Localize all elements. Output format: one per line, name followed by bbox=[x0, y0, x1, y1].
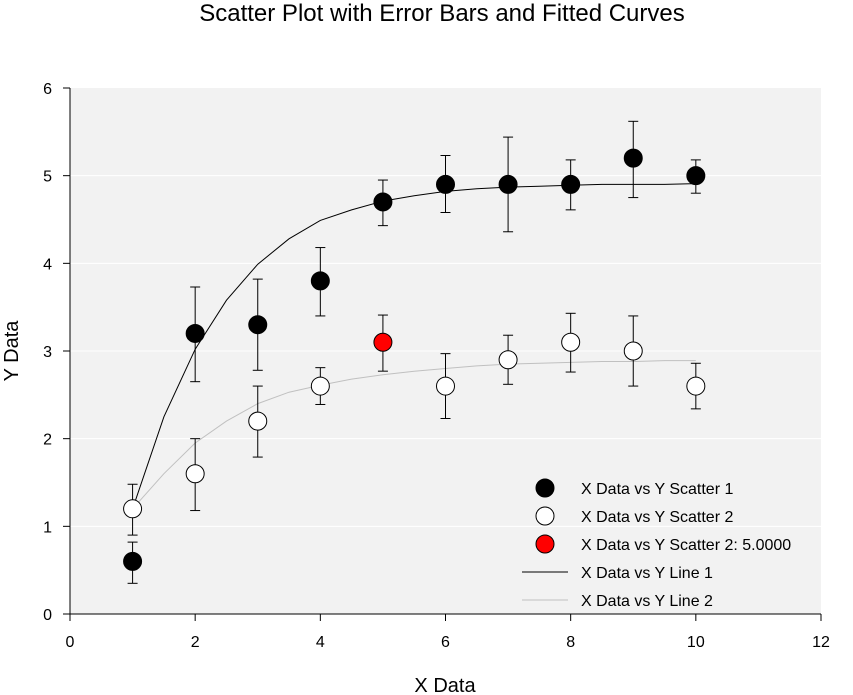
fitted-curve-2 bbox=[132, 360, 696, 510]
x-axis-label: X Data bbox=[414, 675, 476, 695]
data-point bbox=[248, 411, 268, 431]
data-point bbox=[561, 332, 581, 352]
x-tick-label: 6 bbox=[441, 634, 450, 651]
legend-marker bbox=[535, 506, 555, 526]
data-point bbox=[310, 271, 330, 291]
data-point bbox=[498, 174, 518, 194]
data-point bbox=[561, 174, 581, 194]
data-point bbox=[686, 166, 706, 186]
y-ticks: 0 1 2 3 4 5 6 bbox=[43, 81, 70, 624]
y-tick-label: 5 bbox=[43, 169, 52, 186]
data-point bbox=[623, 148, 643, 168]
data-point bbox=[498, 350, 518, 370]
y-tick-label: 0 bbox=[43, 607, 52, 624]
fitted-curve-1 bbox=[132, 183, 696, 509]
legend-label: X Data vs Y Scatter 1 bbox=[581, 481, 733, 498]
data-points bbox=[123, 148, 706, 571]
data-point bbox=[310, 376, 330, 396]
y-tick-label: 6 bbox=[43, 81, 52, 98]
legend-label: X Data vs Y Scatter 2: 5.0000 bbox=[581, 537, 791, 554]
y-tick-label: 1 bbox=[43, 519, 52, 536]
chart-title: Scatter Plot with Error Bars and Fitted … bbox=[199, 0, 685, 27]
legend-marker bbox=[535, 478, 555, 498]
data-point bbox=[436, 174, 455, 194]
legend-marker bbox=[535, 534, 555, 554]
data-point bbox=[185, 464, 205, 484]
x-tick-label: 0 bbox=[66, 634, 75, 651]
legend-label: X Data vs Y Scatter 2 bbox=[581, 509, 733, 526]
y-axis-label: Y Data bbox=[1, 320, 23, 382]
data-point bbox=[185, 323, 205, 343]
data-point bbox=[373, 192, 393, 212]
data-point bbox=[623, 341, 643, 361]
legend-label: X Data vs Y Line 1 bbox=[581, 565, 713, 582]
data-point bbox=[123, 499, 143, 519]
fitted-curves bbox=[132, 183, 696, 510]
y-tick-label: 3 bbox=[43, 344, 52, 361]
data-point bbox=[373, 332, 393, 352]
data-point bbox=[686, 376, 706, 396]
x-tick-label: 12 bbox=[812, 634, 830, 651]
legend-label: X Data vs Y Line 2 bbox=[581, 593, 713, 610]
data-point bbox=[436, 376, 455, 396]
legend: X Data vs Y Scatter 1 X Data vs Y Scatter… bbox=[522, 478, 791, 610]
data-point bbox=[248, 315, 268, 335]
x-tick-label: 4 bbox=[316, 634, 325, 651]
y-tick-label: 4 bbox=[43, 256, 52, 273]
x-tick-label: 8 bbox=[566, 634, 575, 651]
x-tick-label: 2 bbox=[191, 634, 200, 651]
y-tick-label: 2 bbox=[43, 432, 52, 449]
x-tick-label: 10 bbox=[687, 634, 705, 651]
data-point bbox=[123, 551, 143, 571]
x-ticks: 0 2 4 6 8 10 12 bbox=[66, 614, 830, 651]
